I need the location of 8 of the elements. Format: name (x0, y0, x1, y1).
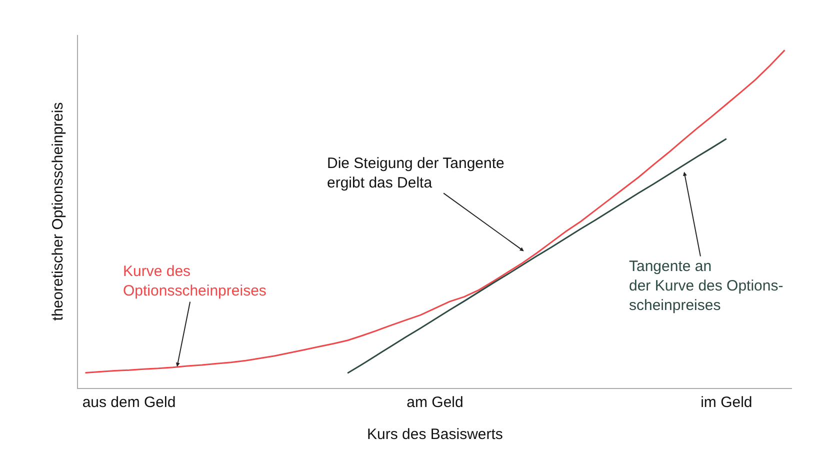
x-tick-label: am Geld (406, 394, 464, 411)
annotation: Tangente an der Kurve des Options- scheinpreises (629, 258, 784, 314)
y-axis-title: theoretischer Optionsscheinpreis (49, 102, 66, 321)
x-tick-label: im Geld (700, 394, 752, 411)
annotation: Kurve des Optionsscheinpreises (123, 263, 266, 300)
annotation: Die Steigung der Tangente ergibt das Delta (327, 155, 504, 192)
x-tick-label: aus dem Geld (82, 394, 176, 411)
x-axis-title: Kurs des Basiswerts (367, 426, 503, 443)
